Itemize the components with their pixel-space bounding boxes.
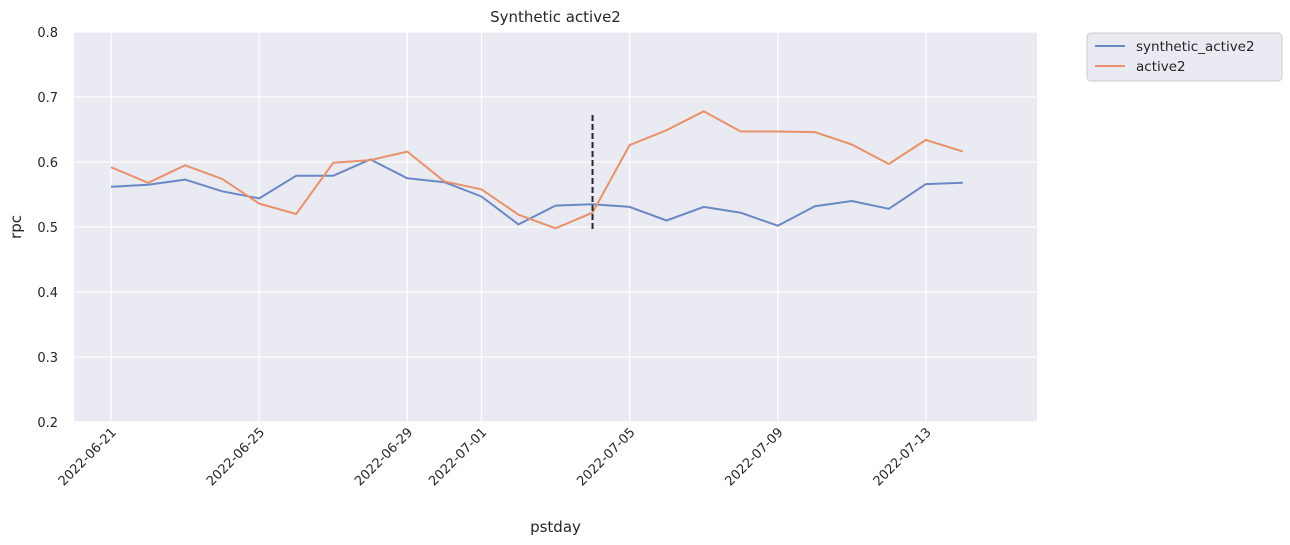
x-tick-label: 2022-07-05 bbox=[574, 425, 638, 489]
x-tick-label: 2022-06-29 bbox=[352, 425, 416, 489]
y-axis-label: rpc bbox=[7, 215, 25, 239]
legend-box bbox=[1086, 32, 1283, 82]
legend: synthetic_active2 active2 bbox=[1086, 32, 1283, 82]
y-axis-ticks: 0.2 0.3 0.4 0.5 0.6 0.7 0.8 bbox=[37, 26, 58, 431]
x-tick-label: 2022-07-01 bbox=[426, 425, 490, 489]
y-tick-label: 0.3 bbox=[37, 351, 58, 366]
gridlines bbox=[74, 31, 1037, 423]
legend-label: synthetic_active2 bbox=[1136, 39, 1255, 55]
y-tick-label: 0.2 bbox=[37, 416, 58, 431]
y-tick-label: 0.6 bbox=[37, 156, 58, 171]
series-line-active2 bbox=[110, 110, 964, 230]
x-axis-label: pstday bbox=[530, 518, 581, 536]
y-tick-label: 0.5 bbox=[37, 221, 58, 236]
y-tick-label: 0.4 bbox=[37, 286, 58, 301]
chart-title: Synthetic active2 bbox=[490, 8, 621, 26]
series-line-synthetic_active2 bbox=[110, 158, 963, 227]
x-tick-label: 2022-07-13 bbox=[871, 425, 935, 489]
series-lines bbox=[110, 110, 964, 230]
x-tick-label: 2022-06-25 bbox=[204, 425, 268, 489]
y-tick-label: 0.8 bbox=[37, 26, 58, 41]
legend-label: active2 bbox=[1136, 59, 1186, 75]
x-tick-label: 2022-07-09 bbox=[723, 425, 787, 489]
x-axis-ticks: 2022-06-21 2022-06-25 2022-06-29 2022-07-01… bbox=[56, 425, 935, 489]
y-tick-label: 0.7 bbox=[37, 91, 58, 106]
x-tick-label: 2022-06-21 bbox=[56, 425, 120, 489]
